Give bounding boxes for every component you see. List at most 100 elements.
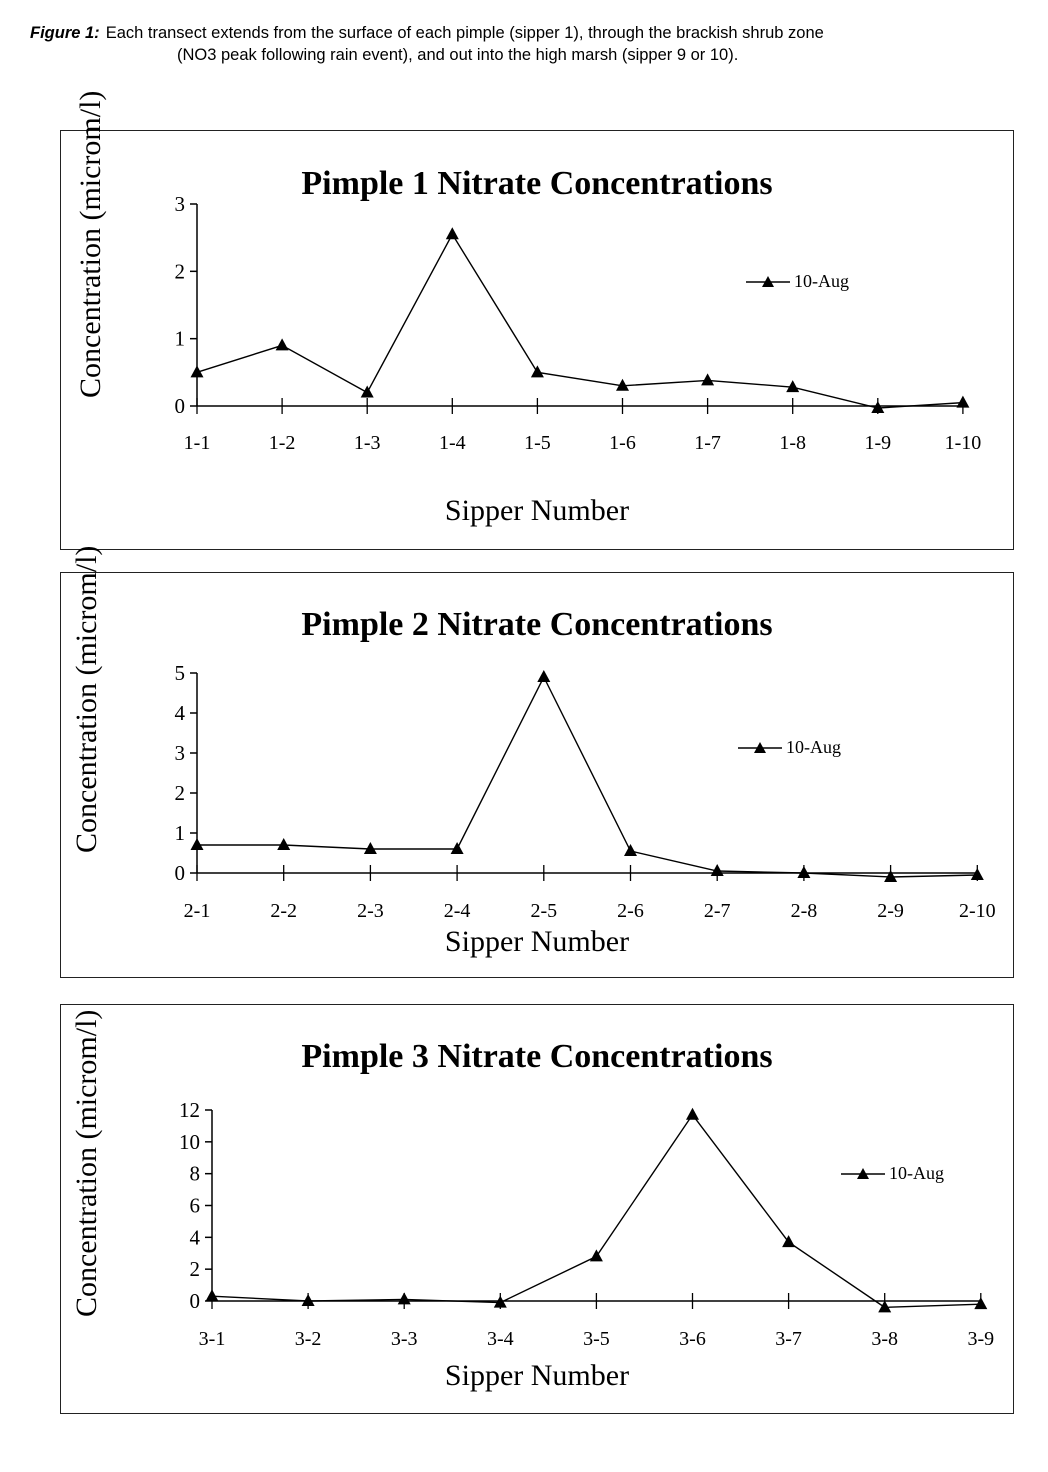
chart-title: Pimple 2 Nitrate Concentrations (301, 606, 773, 643)
x-tick-label: 3-8 (871, 1328, 898, 1350)
data-point-marker (878, 1300, 892, 1313)
y-tick-label: 8 (190, 1162, 201, 1186)
data-point-marker (360, 385, 374, 398)
x-tick-label: 3-7 (775, 1328, 802, 1350)
y-tick-label: 0 (175, 394, 186, 418)
data-point-marker (589, 1249, 603, 1262)
x-tick-label: 3-3 (391, 1328, 418, 1350)
series-line (196, 232, 963, 409)
x-tick-label: 3-5 (583, 1328, 610, 1350)
chart-title: Pimple 1 Nitrate Concentrations (301, 165, 773, 202)
y-tick-label: 1 (175, 327, 186, 351)
y-tick-label: 1 (175, 821, 186, 845)
legend: 10-Aug (738, 737, 841, 758)
legend-label: 10-Aug (889, 1163, 944, 1183)
x-tick-label: 1-10 (945, 432, 982, 454)
data-point-marker (445, 227, 459, 240)
legend-marker-icon (738, 741, 782, 753)
data-point-marker (786, 380, 800, 393)
x-axis-label: Sipper Number (444, 925, 630, 958)
x-tick-label: 2-1 (184, 900, 211, 922)
data-point-marker (701, 373, 715, 386)
chart-title: Pimple 3 Nitrate Concentrations (301, 1038, 773, 1075)
y-tick-label: 2 (190, 1257, 201, 1281)
x-tick-label: 2-3 (357, 900, 384, 922)
data-point-marker (363, 842, 377, 854)
y-tick-label: 3 (175, 192, 186, 216)
chart-plot-area: 0 2 4 6 8 10 12 3-1 3-2 3-3 3-4 3-5 3-6 3-7 3-8 3-9 (179, 1098, 994, 1350)
x-tick-label: 1-8 (779, 432, 806, 454)
x-tick-label: 1-5 (524, 432, 551, 454)
x-axis-label: Sipper Number (444, 1359, 630, 1392)
chart-plot-area: 0 1 2 3 4 5 2-1 2-2 2-3 2-4 2-5 2-6 2-7 2-8 2-9 2-10 (175, 661, 996, 922)
x-tick-label: 1-3 (354, 432, 381, 454)
x-tick-label: 3-9 (967, 1328, 994, 1350)
caption-text-1: Each transect extends from the surface o… (105, 24, 824, 42)
x-tick-label: 2-8 (791, 900, 818, 922)
y-tick-label: 12 (179, 1098, 200, 1122)
data-point-marker (530, 365, 544, 378)
legend-marker-icon (841, 1167, 885, 1179)
data-point-marker (493, 1295, 507, 1308)
chart-panel-pimple-2: Pimple 2 Nitrate Concentrations Concentr… (60, 546, 1014, 978)
data-point-marker (686, 1107, 699, 1120)
data-point-marker (974, 1297, 988, 1310)
figure-label: Figure 1: (30, 24, 100, 42)
x-tick-label: 1-1 (184, 432, 211, 454)
x-tick-label: 2-4 (444, 900, 471, 922)
x-tick-label: 1-7 (694, 432, 721, 454)
data-point-marker (205, 1289, 219, 1302)
data-point-marker (616, 378, 629, 391)
x-tick-label: 3-1 (199, 1328, 226, 1350)
caption-line-2: (NO3 peak following rain event), and out… (177, 46, 739, 64)
x-tick-label: 2-10 (959, 900, 996, 922)
data-point-marker (190, 838, 204, 850)
data-point-marker (537, 670, 551, 682)
x-tick-label: 1-6 (609, 432, 636, 454)
data-point-marker (277, 838, 291, 850)
series-line (211, 1113, 981, 1309)
y-tick-label: 5 (175, 661, 186, 685)
data-point-marker (956, 395, 970, 408)
x-tick-label: 2-7 (704, 900, 731, 922)
legend: 10-Aug (841, 1163, 944, 1184)
x-tick-label: 2-6 (617, 900, 644, 922)
series-line (197, 675, 978, 878)
x-tick-label: 2-5 (530, 900, 557, 922)
y-tick-label: 6 (190, 1194, 201, 1218)
chart-panel-pimple-3: Pimple 3 Nitrate Concentrations Concentr… (60, 1004, 1014, 1414)
data-point-marker (884, 870, 898, 882)
data-point-marker (301, 1294, 315, 1306)
x-axis-label: Sipper Number (444, 494, 630, 527)
data-point-marker (397, 1292, 411, 1305)
y-tick-label: 2 (175, 781, 186, 805)
legend-label: 10-Aug (786, 737, 841, 757)
data-point-marker (871, 401, 885, 414)
caption-line-1: Figure 1: Each transect extends from the … (20, 22, 1048, 44)
legend-marker-icon (746, 275, 790, 287)
data-point-marker (782, 1235, 796, 1248)
data-point-marker (797, 866, 811, 878)
y-tick-label: 0 (190, 1289, 201, 1313)
chart-panel-pimple-1: Pimple 1 Nitrate Concentrations Concentr… (60, 91, 1014, 550)
x-tick-label: 1-9 (864, 432, 891, 454)
data-point-marker (275, 338, 289, 351)
x-tick-label: 1-4 (439, 432, 466, 454)
x-tick-label: 3-6 (679, 1328, 706, 1350)
x-tick-label: 3-4 (487, 1328, 514, 1350)
data-point-marker (970, 868, 984, 880)
y-tick-label: 0 (175, 861, 186, 885)
y-tick-label: 4 (175, 701, 186, 725)
data-point-marker (190, 365, 204, 378)
y-tick-label: 10 (179, 1130, 200, 1154)
legend: 10-Aug (746, 271, 849, 292)
chart-plot-area: 0 1 2 3 1-1 1-2 1-3 1-4 1-5 1-6 1-7 1-8 1-9 1-10 (175, 192, 982, 454)
data-point-marker (450, 842, 464, 854)
legend-label: 10-Aug (794, 271, 849, 291)
y-tick-label: 4 (190, 1225, 201, 1249)
figure-caption: Figure 1: Each transect extends from the … (20, 22, 1048, 66)
y-tick-label: 3 (175, 741, 186, 765)
x-tick-label: 3-2 (295, 1328, 322, 1350)
data-point-marker (624, 844, 637, 856)
data-point-marker (710, 864, 724, 876)
